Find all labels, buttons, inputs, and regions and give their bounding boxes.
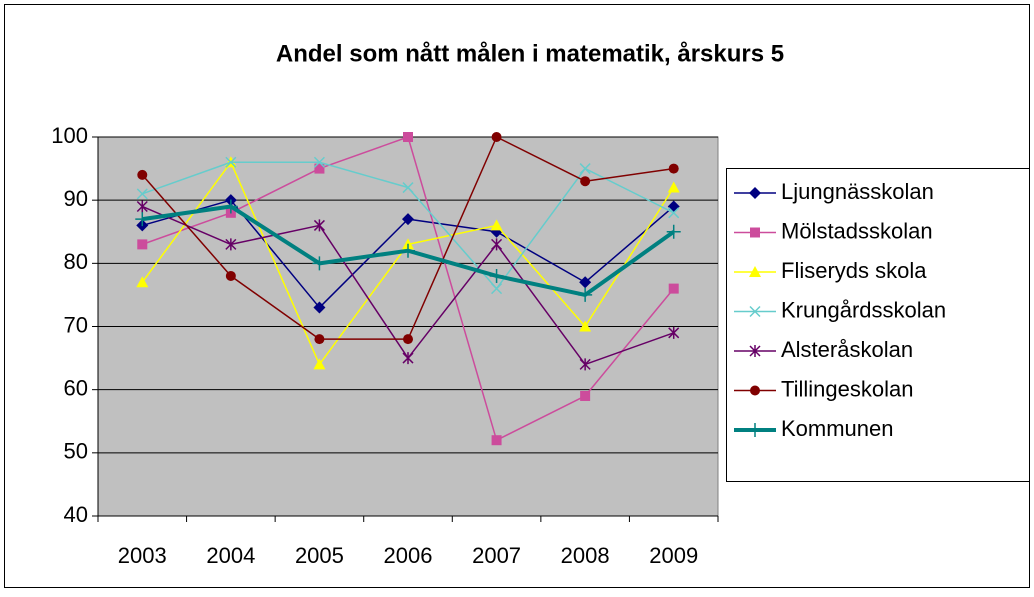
data-point xyxy=(225,270,236,281)
legend-marker xyxy=(750,385,760,396)
legend-label: Mölstadsskolan xyxy=(781,218,933,243)
legend-label: Fliseryds skola xyxy=(781,258,927,283)
data-point xyxy=(668,283,679,294)
legend-marker xyxy=(749,187,761,199)
data-point xyxy=(403,334,413,345)
legend-marker xyxy=(749,305,761,318)
data-point xyxy=(313,219,325,232)
y-tick-label: 100 xyxy=(51,123,88,148)
legend-entry: Kommunen xyxy=(734,416,894,441)
x-tick-label: 2007 xyxy=(472,543,521,568)
data-point xyxy=(402,213,414,226)
x-tick-label: 2004 xyxy=(206,543,255,568)
legend xyxy=(726,168,1030,482)
x-tick-label: 2008 xyxy=(561,543,610,568)
data-point xyxy=(313,358,326,370)
legend-entry: Ljungnässkolan xyxy=(734,179,934,204)
legend-label: Krungårdsskolan xyxy=(781,297,946,322)
legend-entry: Krungårdsskolan xyxy=(734,297,946,322)
data-point xyxy=(136,188,148,200)
chart-title: Andel som nått målen i matematik, årskur… xyxy=(276,40,784,67)
data-point xyxy=(312,256,327,271)
data-point xyxy=(225,238,237,251)
data-point xyxy=(314,163,325,174)
y-tick-label: 50 xyxy=(64,439,88,464)
legend-label: Tillingeskolan xyxy=(781,376,913,401)
data-point xyxy=(490,219,503,231)
data-point xyxy=(489,268,504,283)
data-point xyxy=(137,169,148,180)
legend-marker xyxy=(750,227,760,238)
legend-entry: Tillingeskolan xyxy=(734,376,913,401)
data-point xyxy=(580,390,591,401)
data-point xyxy=(579,163,591,175)
y-tick-label: 40 xyxy=(64,502,88,527)
legend-label: Alsteråskolan xyxy=(781,337,913,362)
data-point xyxy=(580,176,591,187)
data-point xyxy=(136,276,149,288)
data-point xyxy=(401,243,415,258)
data-point xyxy=(135,212,150,227)
data-point xyxy=(491,283,503,295)
data-point xyxy=(578,287,593,302)
data-point xyxy=(579,276,592,289)
data-point xyxy=(314,334,325,345)
legend-label: Kommunen xyxy=(781,416,894,441)
legend-label: Ljungnässkolan xyxy=(781,179,934,204)
data-point xyxy=(225,156,237,168)
data-point xyxy=(403,132,413,142)
x-tick-label: 2003 xyxy=(118,543,167,568)
data-point xyxy=(137,239,148,250)
data-point xyxy=(223,199,238,214)
data-point xyxy=(668,163,679,174)
x-tick-label: 2009 xyxy=(649,543,698,568)
data-point xyxy=(313,301,326,314)
x-tick-label: 2006 xyxy=(384,543,433,568)
y-tick-label: 90 xyxy=(64,186,88,211)
data-point xyxy=(491,238,503,251)
legend-entry: Fliseryds skola xyxy=(734,258,927,283)
data-point xyxy=(579,320,592,332)
data-point xyxy=(667,181,680,193)
x-tick-label: 2005 xyxy=(295,543,344,568)
legend-marker xyxy=(748,423,762,437)
y-tick-label: 80 xyxy=(64,249,88,274)
legend-marker xyxy=(749,266,761,277)
legend-marker xyxy=(749,345,761,357)
data-point xyxy=(313,156,325,168)
data-point xyxy=(666,224,681,239)
data-point xyxy=(668,326,680,339)
data-point xyxy=(136,200,148,213)
data-point xyxy=(402,182,414,194)
data-point xyxy=(491,132,502,142)
data-point xyxy=(668,207,680,219)
y-tick-label: 70 xyxy=(64,312,88,337)
data-point xyxy=(402,352,414,365)
y-tick-label: 60 xyxy=(64,375,88,400)
legend-entry: Alsteråskolan xyxy=(734,337,913,362)
legend-entry: Mölstadsskolan xyxy=(734,218,933,243)
data-point xyxy=(491,435,502,446)
data-point xyxy=(579,358,591,371)
